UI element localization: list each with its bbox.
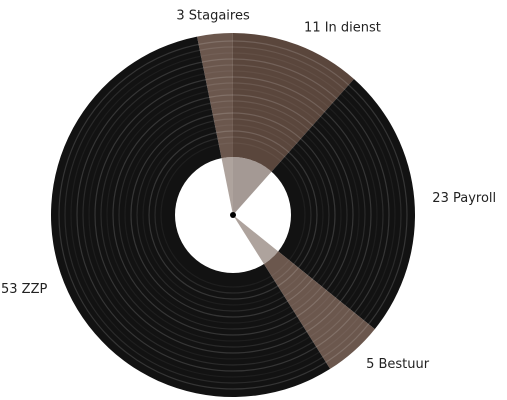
record-groove xyxy=(112,94,354,336)
slice-label: 3 Stagaires xyxy=(176,8,250,23)
record-groove xyxy=(58,40,408,390)
record-groove xyxy=(142,124,324,306)
slice-label: 5 Bestuur xyxy=(366,357,430,372)
slice-label: 53 ZZP xyxy=(1,282,47,297)
record-groove xyxy=(64,46,402,384)
record-groove xyxy=(160,142,306,288)
hub-slice xyxy=(233,215,279,265)
record-groove xyxy=(130,112,336,318)
record-groove xyxy=(76,58,390,372)
hub-slice xyxy=(221,157,233,215)
record-groove xyxy=(94,76,372,354)
spindle xyxy=(230,212,236,218)
record-groove xyxy=(154,136,312,294)
record-groove xyxy=(136,118,330,312)
slice-label: 11 In dienst xyxy=(304,21,381,36)
record-groove xyxy=(88,70,378,360)
pie xyxy=(51,33,415,398)
record-groove xyxy=(82,64,384,366)
hub-slice xyxy=(232,157,272,215)
record-groove xyxy=(124,106,342,324)
record-groove xyxy=(118,100,348,330)
record-groove xyxy=(100,82,366,348)
record-groove xyxy=(148,130,318,300)
record-groove xyxy=(70,52,396,378)
slice-label: 23 Payroll xyxy=(432,191,496,206)
pie-slice xyxy=(233,79,415,330)
record-groove xyxy=(106,88,360,342)
